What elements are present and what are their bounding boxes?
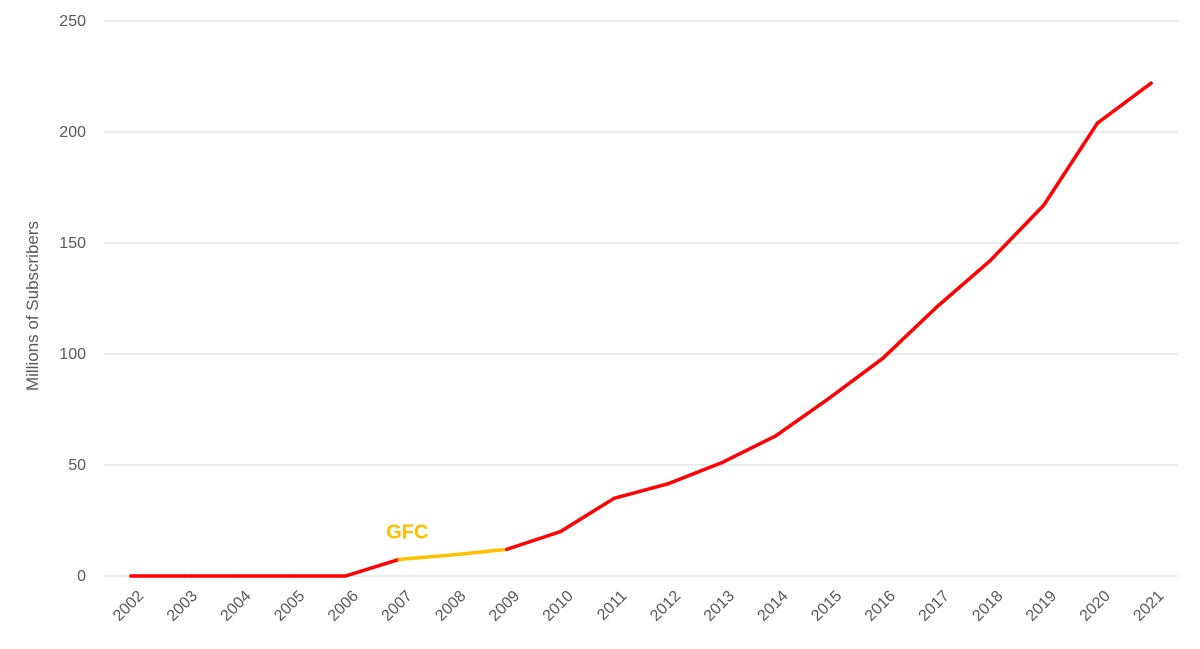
x-tick-label: 2009 bbox=[486, 588, 523, 625]
x-tick-label: 2020 bbox=[1077, 588, 1114, 625]
x-tick-label: 2018 bbox=[969, 588, 1006, 625]
x-tick-label: 2019 bbox=[1023, 588, 1060, 625]
x-tick-label: 2016 bbox=[862, 588, 899, 625]
x-tick-label: 2011 bbox=[594, 588, 630, 624]
series-segment bbox=[719, 434, 777, 465]
x-tick-label: 2014 bbox=[754, 588, 791, 625]
y-axis-title: Millions of Subscribers bbox=[23, 221, 42, 391]
series-segment bbox=[988, 203, 1046, 263]
x-tick-label: 2021 bbox=[1130, 588, 1167, 625]
x-tick-label: 2008 bbox=[432, 588, 469, 625]
x-tick-label: 2013 bbox=[701, 588, 738, 625]
y-axis-ticks: 0 50 100 150 200 250 bbox=[59, 13, 86, 585]
series-segment bbox=[827, 356, 885, 401]
y-tick-label: 250 bbox=[59, 13, 86, 30]
annotation-gfc: GFC bbox=[386, 521, 428, 543]
y-tick-label: 0 bbox=[77, 568, 86, 585]
gridlines bbox=[104, 20, 1178, 577]
series-segment bbox=[880, 305, 939, 361]
series-segment-highlight bbox=[397, 553, 455, 562]
y-tick-label: 50 bbox=[68, 457, 86, 474]
x-tick-label: 2003 bbox=[164, 588, 201, 625]
annotations: GFC bbox=[386, 521, 428, 543]
x-tick-label: 2007 bbox=[379, 588, 416, 625]
series-segment bbox=[934, 259, 992, 310]
series-segment bbox=[1042, 121, 1100, 208]
y-tick-label: 100 bbox=[59, 346, 86, 363]
x-tick-label: 2004 bbox=[217, 588, 254, 625]
series-segment bbox=[612, 482, 670, 501]
series-segment bbox=[666, 461, 724, 486]
series-segment bbox=[558, 496, 616, 534]
series bbox=[129, 81, 1153, 578]
series-segment-highlight bbox=[451, 547, 509, 557]
x-tick-label: 2002 bbox=[110, 588, 147, 625]
x-tick-label: 2006 bbox=[325, 588, 362, 625]
x-axis-ticks: 2002 2003 2004 2005 2006 2007 2008 2009 2010 2011… bbox=[110, 588, 1168, 625]
x-tick-label: 2005 bbox=[271, 588, 308, 625]
x-tick-label: 2015 bbox=[808, 588, 845, 625]
y-tick-label: 150 bbox=[59, 235, 86, 252]
series-segment bbox=[343, 557, 402, 578]
series-segment bbox=[1095, 81, 1153, 125]
series-segment bbox=[773, 396, 831, 438]
x-tick-label: 2010 bbox=[540, 588, 577, 625]
x-tick-label: 2012 bbox=[647, 588, 684, 625]
x-tick-label: 2017 bbox=[916, 588, 953, 625]
y-tick-label: 200 bbox=[59, 124, 86, 141]
series-segment bbox=[505, 529, 563, 552]
